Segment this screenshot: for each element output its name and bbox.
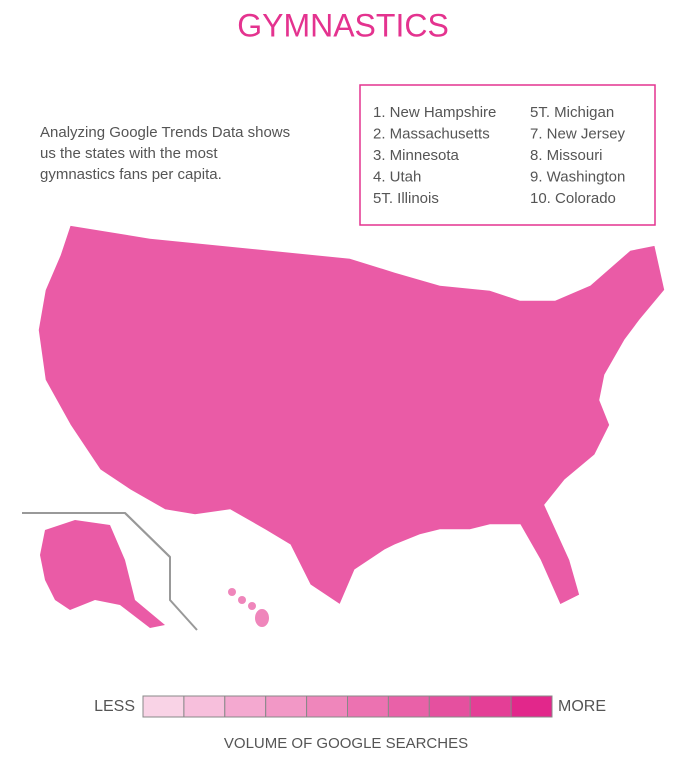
ranking: 1. New Hampshire 2. Massachusetts 3. Minne… [373, 104, 626, 207]
alaska [40, 520, 165, 628]
legend-swatch [306, 695, 349, 718]
ranking-item: 5T. Illinois [373, 190, 439, 207]
legend-caption: VOLUME OF GOOGLE SEARCHES [224, 735, 468, 752]
legend-swatch [265, 695, 308, 718]
description-line: us the states with the most [40, 145, 218, 162]
inset-border [124, 512, 171, 558]
hawaii [228, 588, 269, 627]
ranking-item: 4. Utah [373, 168, 421, 185]
legend-swatch [142, 695, 185, 718]
ranking-item: 5T. Michigan [530, 104, 614, 121]
legend-low: LESS [94, 698, 135, 715]
ranking-item: 7. New Jersey [530, 125, 626, 142]
legend-swatch [387, 695, 430, 718]
ranking-item: 10. Colorado [530, 190, 616, 207]
legend-swatch [224, 695, 267, 718]
legend-swatch [469, 695, 512, 718]
description-line: Analyzing Google Trends Data shows [40, 124, 290, 141]
map [22, 224, 666, 631]
ranking-item: 2. Massachusetts [373, 125, 490, 142]
legend-swatch [347, 695, 389, 718]
legend-swatch [428, 695, 471, 718]
ranking-item: 1. New Hampshire [373, 104, 496, 121]
contiguous-us [37, 224, 666, 607]
description: Analyzing Google Trends Data shows us the… [40, 124, 290, 183]
ranking-box [359, 84, 656, 226]
title: GYMNASTICS [237, 7, 449, 43]
description-line: gymnastics fans per capita. [40, 166, 222, 183]
legend-swatch [183, 695, 226, 718]
legend-high: MORE [558, 698, 606, 715]
ranking-item: 8. Missouri [530, 147, 603, 164]
ranking-item: 9. Washington [530, 168, 625, 185]
legend-scale [142, 695, 553, 718]
legend-swatch [510, 695, 553, 718]
ranking-item: 3. Minnesota [373, 147, 460, 164]
